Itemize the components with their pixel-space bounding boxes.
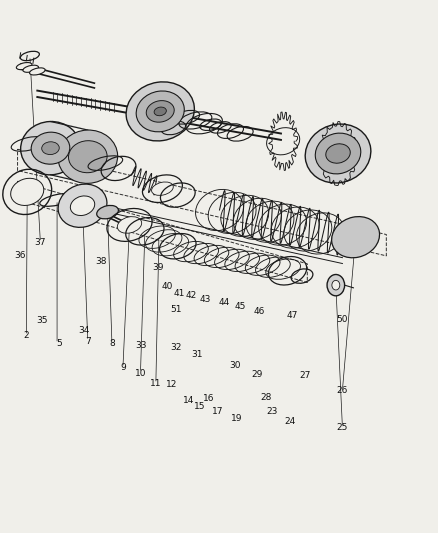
Text: 29: 29	[251, 370, 262, 378]
Text: 37: 37	[35, 238, 46, 247]
Text: 31: 31	[191, 350, 202, 359]
Text: 47: 47	[286, 311, 297, 320]
Ellipse shape	[146, 101, 174, 122]
Ellipse shape	[304, 124, 370, 183]
Text: 35: 35	[36, 317, 47, 325]
Text: 16: 16	[202, 394, 214, 403]
Text: 5: 5	[56, 340, 62, 348]
Circle shape	[326, 274, 344, 296]
Ellipse shape	[68, 141, 107, 173]
Ellipse shape	[154, 107, 166, 116]
Text: 39: 39	[152, 263, 163, 272]
Text: 19: 19	[231, 414, 242, 423]
Text: 24: 24	[283, 417, 295, 425]
Ellipse shape	[11, 179, 44, 205]
Text: 28: 28	[259, 393, 271, 401]
Ellipse shape	[58, 184, 107, 228]
Text: 43: 43	[199, 295, 211, 304]
Text: 15: 15	[194, 402, 205, 410]
Ellipse shape	[58, 130, 117, 183]
Text: 7: 7	[85, 337, 91, 345]
Ellipse shape	[136, 91, 184, 132]
Ellipse shape	[331, 216, 379, 258]
Text: 23: 23	[266, 407, 277, 416]
Text: 41: 41	[173, 289, 184, 297]
Text: 12: 12	[165, 381, 177, 389]
Text: 25: 25	[336, 423, 347, 432]
Ellipse shape	[42, 142, 59, 155]
Text: 10: 10	[134, 369, 146, 377]
Ellipse shape	[23, 65, 39, 72]
Ellipse shape	[126, 82, 194, 141]
Circle shape	[331, 280, 339, 290]
Text: 38: 38	[95, 257, 106, 265]
Text: 32: 32	[170, 343, 181, 352]
Text: 33: 33	[135, 341, 147, 350]
Text: 17: 17	[212, 407, 223, 416]
Text: 2: 2	[24, 332, 29, 340]
Text: 51: 51	[170, 305, 181, 313]
Text: 45: 45	[234, 302, 246, 311]
Text: 40: 40	[162, 282, 173, 291]
Ellipse shape	[31, 132, 70, 164]
Ellipse shape	[21, 122, 80, 175]
Text: 14: 14	[183, 397, 194, 405]
Text: 8: 8	[109, 340, 115, 348]
Text: 34: 34	[78, 326, 90, 335]
Ellipse shape	[325, 144, 350, 163]
Text: 44: 44	[218, 298, 229, 307]
Text: 46: 46	[253, 308, 264, 316]
Ellipse shape	[151, 182, 173, 196]
Ellipse shape	[70, 196, 95, 215]
Ellipse shape	[117, 216, 141, 233]
Text: 50: 50	[335, 316, 346, 324]
Ellipse shape	[29, 68, 45, 75]
Polygon shape	[52, 122, 88, 183]
Text: 27: 27	[299, 372, 310, 380]
Ellipse shape	[96, 205, 118, 219]
Text: 11: 11	[150, 379, 161, 388]
Text: 9: 9	[120, 364, 126, 372]
Text: 42: 42	[185, 292, 196, 300]
Ellipse shape	[314, 133, 360, 174]
Ellipse shape	[16, 62, 32, 70]
Text: 30: 30	[229, 361, 240, 369]
Text: 26: 26	[336, 386, 347, 394]
Text: 36: 36	[14, 252, 25, 260]
